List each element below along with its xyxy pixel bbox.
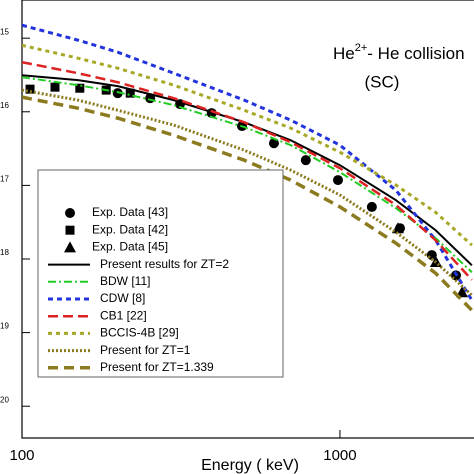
legend-marker bbox=[65, 208, 75, 218]
data-point bbox=[455, 286, 468, 298]
legend-label: BDW [11] bbox=[100, 274, 150, 288]
data-point bbox=[366, 201, 377, 212]
legend-label: Present for ZT=1 bbox=[100, 343, 191, 357]
legend-label: CB1 [22] bbox=[100, 308, 147, 322]
series-line bbox=[22, 76, 473, 274]
legend-label: Present for ZT=1.339 bbox=[100, 360, 214, 374]
data-point bbox=[333, 175, 344, 186]
legend-label: Present results for ZT=2 bbox=[100, 257, 229, 271]
x-axis-label: Energy ( keV) bbox=[201, 457, 299, 474]
x-tick-label: 100 bbox=[9, 447, 34, 464]
data-point bbox=[300, 155, 311, 166]
y-tick-label: 19 bbox=[0, 322, 9, 331]
data-point bbox=[50, 82, 60, 92]
x-tick-label: 1000 bbox=[323, 447, 356, 464]
series-line bbox=[22, 88, 473, 297]
y-tick-label: 20 bbox=[0, 395, 9, 404]
legend-label: BCCIS-4B [29] bbox=[100, 326, 179, 340]
y-tick-label: 15 bbox=[0, 27, 9, 36]
y-tick-label: 16 bbox=[0, 101, 9, 110]
legend-marker bbox=[64, 241, 76, 253]
annotation: He2+- He collision bbox=[333, 42, 465, 64]
data-point bbox=[75, 83, 85, 93]
data-point bbox=[112, 88, 123, 99]
data-point bbox=[268, 138, 279, 149]
data-point bbox=[25, 84, 35, 94]
annotation: (SC) bbox=[365, 72, 400, 91]
series-line bbox=[22, 23, 474, 302]
legend-label: Exp. Data [45] bbox=[92, 240, 168, 254]
series-line bbox=[22, 43, 473, 247]
y-tick-label: 18 bbox=[0, 248, 9, 257]
legend-label: Exp. Data [42] bbox=[92, 222, 168, 236]
legend bbox=[37, 169, 284, 378]
data-point bbox=[125, 88, 135, 98]
series-line bbox=[22, 60, 473, 281]
legend-label: CDW [8] bbox=[100, 291, 145, 305]
legend-label: Exp. Data [43] bbox=[92, 205, 168, 219]
legend-marker bbox=[65, 225, 75, 235]
y-tick-label: 17 bbox=[0, 174, 9, 183]
